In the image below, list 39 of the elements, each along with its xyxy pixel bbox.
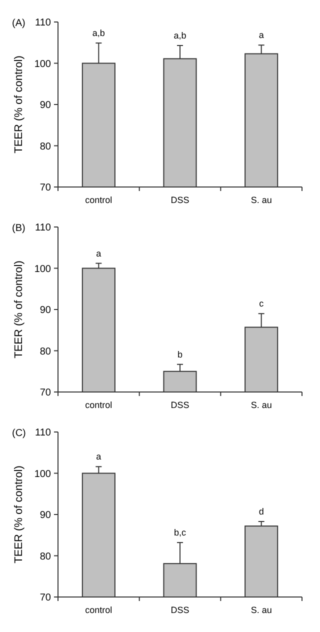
y-tick-label: 100 — [34, 58, 52, 70]
y-tick-label: 100 — [34, 264, 52, 275]
y-tick-label: 100 — [34, 468, 52, 480]
y-tick-label: 70 — [40, 388, 52, 398]
y-axis-title: TEER (% of control) — [13, 260, 25, 358]
y-axis-title: TEER (% of control) — [13, 466, 25, 564]
y-tick-label: 90 — [40, 305, 52, 316]
x-tick-label: DSS — [170, 400, 190, 410]
annotation: a — [96, 248, 102, 258]
x-tick-label: S. au — [250, 605, 272, 615]
annotation: a,b — [174, 30, 186, 41]
annotation: b,c — [174, 528, 186, 538]
y-tick-label: 80 — [40, 346, 52, 358]
chart-title: (A) — [12, 18, 26, 29]
y-tick-label: 70 — [40, 592, 52, 604]
y-tick-label: 70 — [40, 182, 52, 194]
y-tick-label: 110 — [35, 428, 52, 438]
y-tick-label: 80 — [40, 141, 52, 152]
annotation: c — [259, 298, 264, 309]
x-tick-label: control — [85, 400, 112, 410]
x-tick-label: S. au — [250, 195, 272, 205]
annotation: d — [258, 506, 264, 517]
y-axis-title: TEER (% of control) — [13, 56, 25, 154]
x-tick-label: control — [85, 195, 112, 205]
y-tick-label: 110 — [35, 222, 52, 234]
y-tick-label: 80 — [40, 551, 52, 562]
x-tick-label: S. au — [250, 400, 272, 410]
y-tick-label: 90 — [40, 100, 52, 111]
annotation: a — [96, 452, 102, 462]
chart-title: (B) — [12, 223, 26, 234]
y-tick-label: 90 — [40, 510, 52, 521]
y-tick-label: 110 — [35, 18, 52, 28]
x-tick-label: DSS — [170, 195, 190, 205]
annotation: a — [258, 30, 264, 40]
annotation: a,b — [92, 28, 105, 38]
x-tick-label: DSS — [170, 605, 190, 615]
annotation: b — [177, 349, 183, 360]
x-tick-label: control — [85, 605, 112, 615]
chart-title: (C) — [12, 428, 26, 439]
